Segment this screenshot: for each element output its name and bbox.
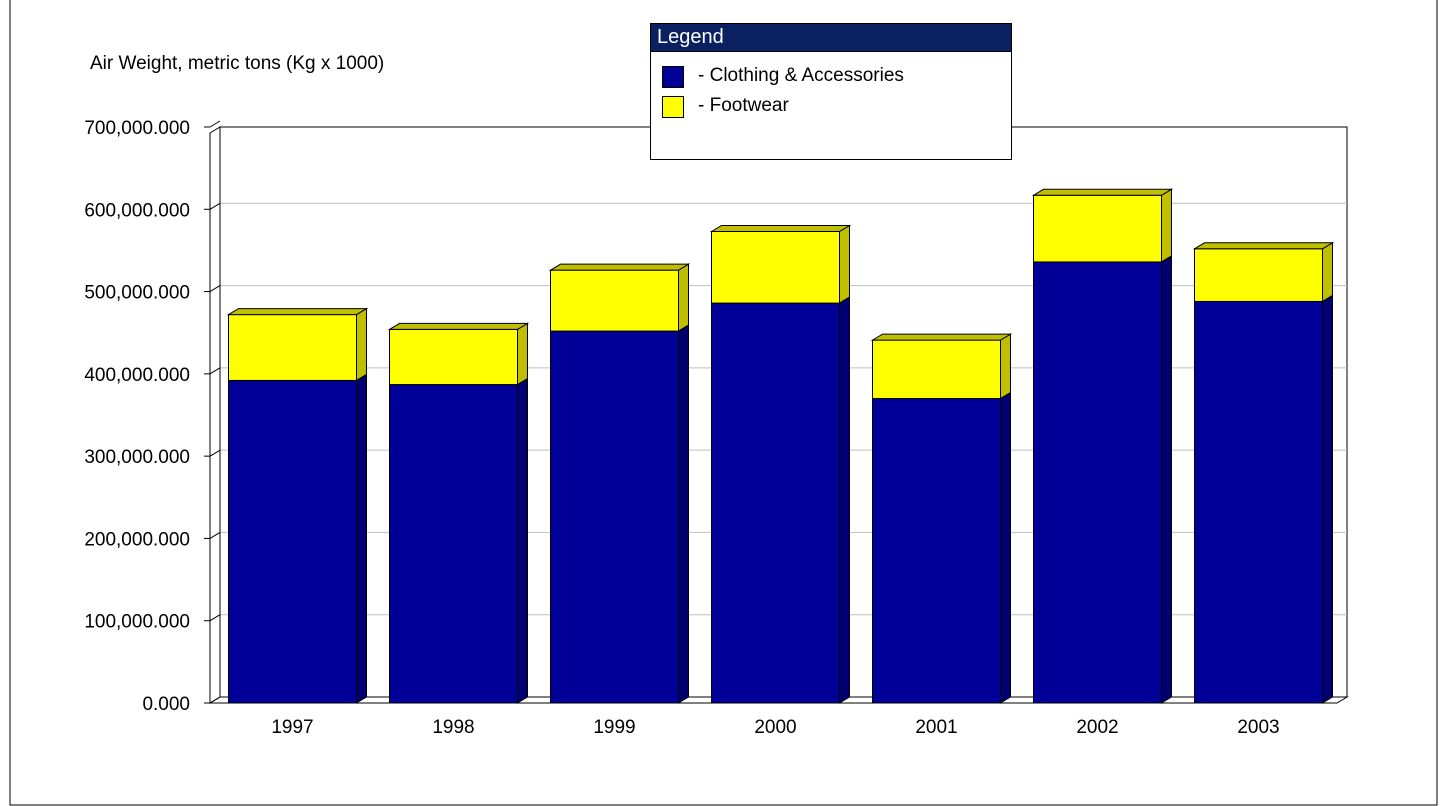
bar-side: [1322, 294, 1333, 704]
y-tick-label: 0.000: [142, 694, 190, 715]
bar-side: [1161, 255, 1172, 704]
bar-side: [1161, 188, 1172, 263]
bar: [389, 328, 518, 386]
y-tick-label: 500,000.000: [84, 283, 190, 304]
y-tick-diag: [209, 285, 221, 293]
legend-title: Legend: [651, 24, 1011, 52]
y-tick-label: 600,000.000: [84, 200, 190, 221]
legend: Legend - Clothing & Accessories - Footwe…: [650, 23, 1012, 160]
bar: [550, 269, 679, 332]
bar-top: [1031, 188, 1174, 196]
bar-side: [1000, 333, 1011, 400]
bar: [1194, 248, 1323, 302]
x-tick-label: 1999: [593, 717, 635, 738]
bar-top: [226, 308, 369, 316]
bar-top: [548, 263, 691, 271]
y-tick-diag: [209, 202, 221, 210]
bar-side: [356, 373, 367, 704]
bar: [1033, 261, 1162, 704]
y-tick-diag: [209, 531, 221, 539]
bar: [1033, 194, 1162, 263]
x-tick-label: 1997: [271, 717, 313, 738]
x-tick-label: 2002: [1076, 717, 1118, 738]
bar: [872, 398, 1001, 704]
bar-side: [678, 263, 689, 332]
bar-top: [1192, 242, 1335, 250]
bar-side: [1000, 391, 1011, 704]
bar-side: [839, 296, 850, 704]
y-tick-label: 300,000.000: [84, 447, 190, 468]
bar: [550, 330, 679, 704]
bar: [711, 302, 840, 704]
bar: [872, 339, 1001, 400]
y-tick-label: 700,000.000: [84, 118, 190, 139]
bar-side: [1322, 241, 1333, 303]
y-tick-label: 100,000.000: [84, 612, 190, 633]
bar-side: [678, 324, 689, 704]
bar-side: [356, 307, 367, 382]
bar: [228, 314, 357, 381]
bar-top: [709, 225, 852, 233]
bar: [228, 379, 357, 704]
x-tick-label: 2000: [754, 717, 796, 738]
x-tick-label: 2001: [915, 717, 957, 738]
bar-side: [517, 377, 528, 704]
bar: [1194, 300, 1323, 704]
legend-swatch-footwear: [662, 96, 684, 118]
y-tick-diag: [209, 449, 221, 457]
x-tick-label: 2003: [1237, 717, 1279, 738]
x-tick-label: 1998: [432, 717, 474, 738]
legend-swatch-clothing: [662, 66, 684, 88]
y-tick-diag: [209, 120, 221, 128]
bar-top: [387, 322, 530, 330]
plot-side-wall: [209, 126, 221, 704]
bar-side: [839, 224, 850, 304]
y-tick-diag: [209, 614, 221, 622]
bar-top: [870, 333, 1013, 341]
legend-label-footwear: - Footwear: [698, 95, 789, 116]
y-tick-label: 400,000.000: [84, 365, 190, 386]
y-tick-diag: [209, 696, 221, 704]
bar: [711, 231, 840, 304]
y-axis-label: Air Weight, metric tons (Kg x 1000): [90, 53, 384, 74]
bar: [389, 384, 518, 704]
y-tick-diag: [209, 367, 221, 375]
y-tick-label: 200,000.000: [84, 529, 190, 550]
chart-frame: [9, 0, 1438, 806]
legend-label-clothing: - Clothing & Accessories: [698, 65, 904, 86]
bar-side: [517, 322, 528, 386]
